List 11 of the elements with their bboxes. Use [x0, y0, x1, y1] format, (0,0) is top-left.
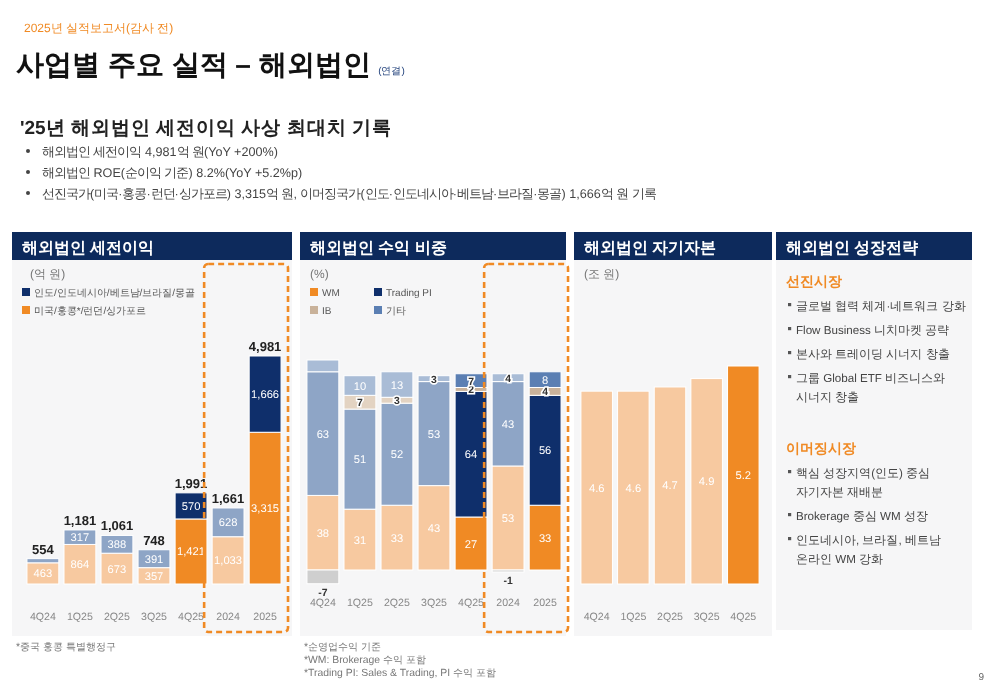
chart-title: 해외법인 자기자본 [584, 239, 717, 257]
text: 사업별 주요 실적 – 해외법인 [16, 48, 371, 80]
bar [690, 378, 723, 585]
text: '25년 해외법인 세전이익 사상 최대치 기록 [20, 118, 393, 140]
chart-title: 해외법인 세전이익 [22, 239, 155, 257]
bar [727, 365, 760, 585]
bar [617, 390, 650, 585]
text: 해외법인 성장전략 [786, 239, 919, 257]
chart-title: 해외법인 수익 비중 [310, 239, 447, 257]
bar [653, 386, 687, 585]
bar [580, 390, 613, 585]
